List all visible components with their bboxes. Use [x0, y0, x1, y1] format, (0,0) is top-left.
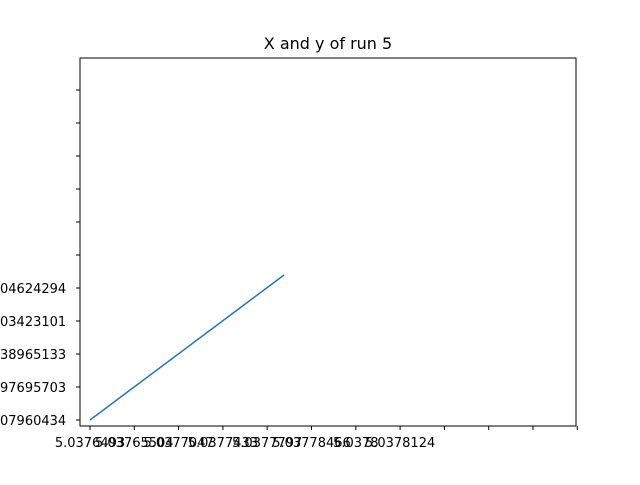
y-tick-label: 07960434: [0, 414, 66, 429]
x-tick-label: 5.0377433: [188, 436, 258, 451]
x-tick-label: 5.03765504: [95, 436, 174, 451]
y-tick-label: 03423101: [0, 315, 66, 330]
series-line: [89, 274, 285, 421]
chart-title: X and y of run 5: [264, 34, 392, 53]
y-tick-label: 97695703: [0, 381, 66, 396]
x-tick-label: 5.0377797: [232, 436, 302, 451]
y-tick-label: 38965133: [0, 348, 66, 363]
x-tick-label: 5.0378124: [365, 436, 435, 451]
x-tick-label: 5.0377047: [143, 436, 213, 451]
plot-frame: [79, 57, 577, 427]
x-tick-label: 5.03778466: [272, 436, 351, 451]
x-tick-label: 5.0378: [333, 436, 379, 451]
x-tick-label: 5.0376493: [55, 436, 125, 451]
y-tick-label: 04624294: [0, 282, 66, 297]
